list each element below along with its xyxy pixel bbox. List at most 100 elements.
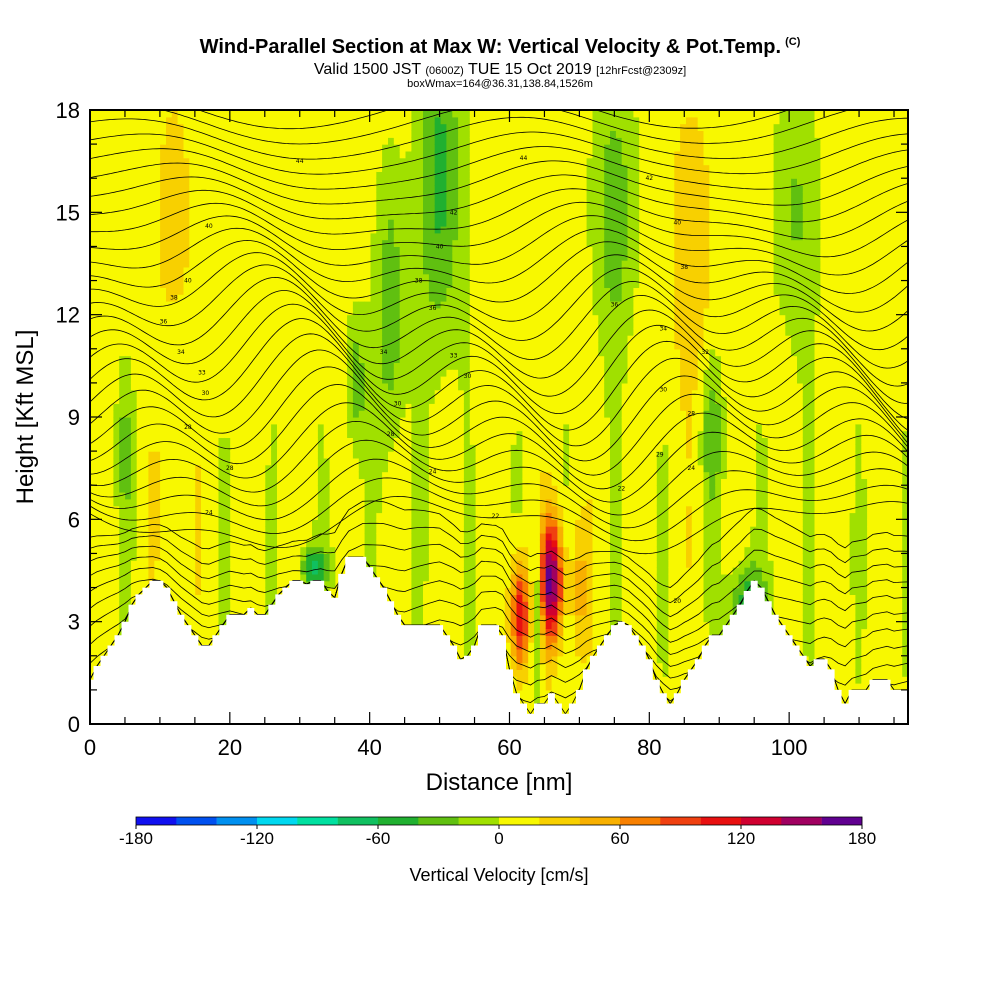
field-cell <box>259 137 266 145</box>
field-cell <box>119 512 126 520</box>
field-cell <box>347 314 354 323</box>
field-cell <box>195 594 202 602</box>
field-cell <box>160 492 167 500</box>
field-cell <box>253 116 260 125</box>
field-cell <box>160 505 167 514</box>
field-cell <box>277 560 284 568</box>
field-cell <box>212 451 220 459</box>
field-cell <box>294 355 301 363</box>
field-cell <box>364 157 371 166</box>
field-cell <box>206 539 214 548</box>
field-cell <box>335 376 342 384</box>
field-cell <box>265 342 272 350</box>
field-cell <box>224 430 231 438</box>
field-cell <box>154 505 161 514</box>
field-cell <box>347 382 354 391</box>
field-cell <box>393 342 401 350</box>
field-cell <box>154 403 161 411</box>
field-cell <box>277 369 284 377</box>
field-cell <box>271 594 278 602</box>
field-cell <box>376 451 383 459</box>
field-cell <box>329 478 336 486</box>
field-cell <box>154 382 161 391</box>
field-cell <box>370 178 377 186</box>
field-cell <box>382 314 389 323</box>
field-cell <box>271 287 278 295</box>
field-cell <box>160 553 167 561</box>
field-cell <box>271 355 278 363</box>
field-cell <box>160 239 167 247</box>
field-cell <box>306 137 313 145</box>
field-cell <box>352 280 360 288</box>
field-cell <box>294 464 301 473</box>
field-cell <box>212 185 220 193</box>
field-cell <box>393 485 401 493</box>
field-cell <box>206 546 214 554</box>
field-cell <box>382 328 389 336</box>
field-cell <box>160 123 167 131</box>
field-cell <box>259 396 266 404</box>
field-cell <box>125 253 132 261</box>
field-cell <box>399 314 407 323</box>
field-cell <box>113 110 120 118</box>
field-cell <box>206 116 214 125</box>
field-cell <box>312 266 319 275</box>
field-cell <box>241 307 249 316</box>
field-cell <box>247 533 255 541</box>
field-cell <box>358 355 366 363</box>
field-cell <box>125 457 132 466</box>
field-cell <box>370 246 377 254</box>
field-cell <box>294 185 301 193</box>
field-cell <box>253 205 260 213</box>
field-cell <box>312 130 319 138</box>
field-cell <box>142 485 149 493</box>
field-cell <box>136 519 144 527</box>
field-cell <box>125 376 132 384</box>
field-cell <box>376 205 383 213</box>
field-cell <box>288 164 296 172</box>
field-cell <box>341 110 348 118</box>
field-cell <box>95 191 103 200</box>
field-cell <box>230 137 237 145</box>
field-cell <box>230 594 237 602</box>
field-cell <box>306 485 313 493</box>
field-cell <box>95 519 103 527</box>
field-cell <box>382 253 389 261</box>
field-cell <box>142 287 149 295</box>
field-cell <box>317 205 325 213</box>
field-cell <box>259 253 266 261</box>
field-cell <box>171 560 179 568</box>
field-cell <box>90 553 97 561</box>
field-cell <box>282 219 290 227</box>
field-cell <box>382 144 389 152</box>
field-cell <box>241 212 249 220</box>
field-cell <box>370 239 377 247</box>
field-cell <box>218 464 225 473</box>
field-cell <box>329 457 336 466</box>
field-cell <box>95 526 103 534</box>
field-cell <box>323 539 331 548</box>
field-cell <box>376 123 383 131</box>
field-cell <box>166 478 173 486</box>
field-cell <box>347 437 354 445</box>
field-cell <box>277 150 284 159</box>
field-cell <box>224 526 231 534</box>
field-cell <box>317 307 325 316</box>
field-cell <box>253 505 260 514</box>
field-cell <box>101 321 109 329</box>
field-cell <box>218 164 225 172</box>
field-cell <box>253 519 260 527</box>
field-cell <box>300 505 307 514</box>
field-cell <box>101 348 109 357</box>
field-cell <box>95 178 103 186</box>
field-cell <box>388 137 395 145</box>
field-cell <box>148 567 155 575</box>
field-cell <box>277 185 284 193</box>
field-cell <box>352 164 360 172</box>
field-cell <box>247 389 255 398</box>
field-cell <box>201 498 208 507</box>
field-cell <box>382 239 389 247</box>
field-cell <box>142 273 149 282</box>
field-cell <box>113 212 120 220</box>
field-cell <box>294 573 301 582</box>
